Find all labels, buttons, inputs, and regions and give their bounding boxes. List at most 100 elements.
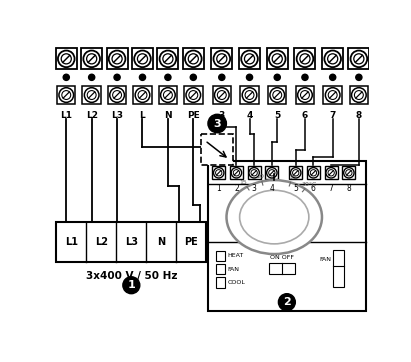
Ellipse shape <box>270 88 284 102</box>
Ellipse shape <box>217 90 226 100</box>
Bar <box>56 222 206 262</box>
Ellipse shape <box>269 51 286 67</box>
Bar <box>307 166 320 179</box>
Bar <box>322 49 343 69</box>
Text: 5: 5 <box>293 184 298 193</box>
Circle shape <box>89 74 95 80</box>
Ellipse shape <box>310 170 316 176</box>
Bar <box>350 86 368 104</box>
Ellipse shape <box>298 88 312 102</box>
Text: 25: 25 <box>289 175 297 180</box>
Ellipse shape <box>188 54 199 64</box>
Text: ON OFF: ON OFF <box>270 255 294 260</box>
Bar <box>212 166 225 179</box>
Text: 8: 8 <box>356 111 362 120</box>
Text: PE: PE <box>185 237 198 247</box>
Bar <box>267 49 288 69</box>
Bar <box>239 49 260 69</box>
Ellipse shape <box>328 54 338 64</box>
Text: L3: L3 <box>125 237 138 247</box>
Ellipse shape <box>291 168 301 178</box>
Circle shape <box>330 74 336 80</box>
Text: N: N <box>157 237 165 247</box>
Ellipse shape <box>164 90 172 100</box>
Text: N: N <box>164 111 172 120</box>
Circle shape <box>356 74 362 80</box>
Bar <box>323 86 342 104</box>
Text: 4: 4 <box>270 184 274 193</box>
Ellipse shape <box>87 54 97 64</box>
Text: 5: 5 <box>274 111 280 120</box>
Ellipse shape <box>226 180 322 254</box>
Ellipse shape <box>241 51 258 67</box>
Text: HEAT: HEAT <box>227 253 243 258</box>
Bar <box>325 166 338 179</box>
Text: 4: 4 <box>246 111 253 120</box>
Ellipse shape <box>83 51 100 67</box>
Text: COOL: COOL <box>227 279 245 285</box>
Ellipse shape <box>354 54 364 64</box>
Ellipse shape <box>135 88 150 102</box>
Ellipse shape <box>159 51 176 67</box>
Bar <box>216 277 225 287</box>
Ellipse shape <box>109 51 125 67</box>
Ellipse shape <box>113 90 122 100</box>
Circle shape <box>123 277 140 294</box>
Text: 3: 3 <box>213 118 221 129</box>
Bar <box>247 166 261 179</box>
Text: L1: L1 <box>60 111 72 120</box>
Ellipse shape <box>242 88 257 102</box>
Ellipse shape <box>61 54 72 64</box>
Bar <box>333 250 344 287</box>
Ellipse shape <box>112 54 122 64</box>
Bar <box>133 86 152 104</box>
Ellipse shape <box>328 170 334 176</box>
Bar <box>216 264 225 274</box>
Ellipse shape <box>249 168 259 178</box>
Text: 15: 15 <box>239 180 247 185</box>
Bar <box>157 49 178 69</box>
Ellipse shape <box>163 54 173 64</box>
Bar <box>212 86 231 104</box>
Bar <box>296 86 314 104</box>
Ellipse shape <box>84 88 99 102</box>
Ellipse shape <box>351 51 367 67</box>
Ellipse shape <box>87 90 96 100</box>
Ellipse shape <box>137 54 148 64</box>
Ellipse shape <box>245 90 254 100</box>
Ellipse shape <box>233 170 240 176</box>
Bar <box>268 86 286 104</box>
Ellipse shape <box>351 88 366 102</box>
Bar <box>159 86 177 104</box>
Text: L2: L2 <box>85 111 98 120</box>
Ellipse shape <box>269 170 275 176</box>
Bar <box>108 86 126 104</box>
Ellipse shape <box>300 90 309 100</box>
Ellipse shape <box>217 54 227 64</box>
Text: L1: L1 <box>65 237 78 247</box>
Bar <box>106 49 127 69</box>
Text: 1: 1 <box>127 280 135 290</box>
Circle shape <box>247 74 253 80</box>
Text: L2: L2 <box>95 237 108 247</box>
Ellipse shape <box>297 51 313 67</box>
Circle shape <box>302 74 308 80</box>
Ellipse shape <box>110 88 125 102</box>
Text: 6: 6 <box>302 111 308 120</box>
Bar <box>295 49 315 69</box>
Ellipse shape <box>324 51 341 67</box>
Circle shape <box>63 74 69 80</box>
Ellipse shape <box>231 168 242 178</box>
Text: PE: PE <box>187 111 200 120</box>
Ellipse shape <box>300 54 310 64</box>
Text: FAN: FAN <box>227 266 239 272</box>
Ellipse shape <box>326 88 340 102</box>
Ellipse shape <box>251 170 257 176</box>
Text: 20: 20 <box>256 174 264 179</box>
Ellipse shape <box>273 90 282 100</box>
Circle shape <box>219 74 225 80</box>
Text: 2: 2 <box>234 184 239 193</box>
Circle shape <box>274 74 280 80</box>
Ellipse shape <box>59 88 74 102</box>
Ellipse shape <box>272 54 282 64</box>
